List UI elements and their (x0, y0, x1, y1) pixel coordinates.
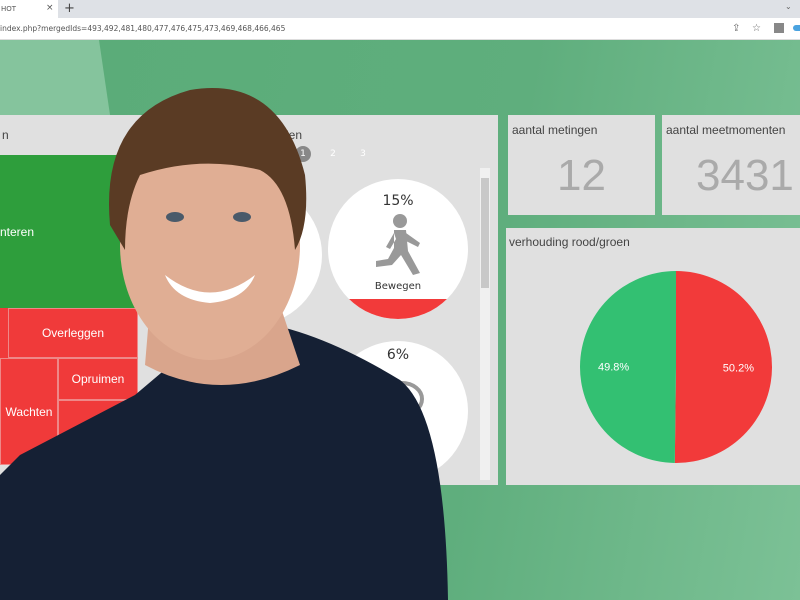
metingen-value: 12 (557, 151, 606, 200)
cloud-icon[interactable] (793, 25, 800, 31)
share-icon[interactable]: ⇪ (732, 23, 741, 34)
extension-icon[interactable] (774, 23, 784, 33)
browser-tab[interactable]: HOT (0, 0, 58, 18)
tab-title: HOT (1, 5, 17, 13)
activity-circle[interactable]: 15% Bewegen (328, 179, 468, 319)
scrollbar[interactable] (480, 168, 490, 480)
activity-percent: 15% (382, 193, 414, 209)
metingen-panel: aantal metingen 12 (508, 115, 655, 215)
panel-title: aantal meetmomenten (666, 123, 786, 137)
activity-label: Bewegen (374, 281, 422, 292)
meetmomenten-panel: aantal meetmomenten 3431 (662, 115, 800, 215)
pie-slice[interactable] (579, 271, 676, 463)
chevron-down-icon[interactable]: ⌄ (785, 2, 792, 11)
panel-title: n (2, 128, 9, 142)
treemap-cell[interactable]: Overleggen (8, 308, 138, 358)
scrollbar-thumb[interactable] (481, 178, 489, 288)
close-tab-icon[interactable]: × (46, 3, 54, 13)
treemap-cell[interactable]: Opruimen (58, 358, 138, 400)
person-photo (0, 88, 448, 600)
chart-title: verhouding rood/groen (509, 235, 630, 249)
cell-label: nteren (0, 224, 35, 239)
pie-panel: verhouding rood/groen 50.2% 49.8% (506, 228, 800, 485)
cell-label: Opruimen (71, 372, 125, 386)
star-icon[interactable]: ☆ (752, 23, 761, 34)
running-person-icon (376, 214, 420, 275)
pie-slice[interactable] (674, 271, 772, 463)
treemap-cell[interactable] (0, 308, 8, 358)
cell-label: Wachten (5, 404, 53, 419)
activity-percent: 6% (386, 347, 410, 363)
pie-chart: 50.2% 49.8% (579, 271, 772, 463)
pie-label: 50.2% (723, 362, 754, 374)
new-tab-button[interactable]: + (64, 1, 75, 16)
url-text[interactable]: index.php?mergedIds=493,492,481,480,477,… (0, 24, 286, 33)
meetmomenten-value: 3431 (696, 151, 794, 200)
activity-bar (328, 299, 468, 319)
address-bar[interactable]: index.php?mergedIds=493,492,481,480,477,… (0, 18, 800, 40)
pie-label: 49.8% (598, 362, 629, 374)
panel-title: aantal metingen (512, 123, 598, 137)
background-shape (0, 40, 110, 115)
page-2-button[interactable]: 2 (330, 149, 336, 159)
cell-label: Overleggen (41, 326, 105, 340)
page-3-button[interactable]: 3 (360, 149, 366, 159)
tab-bar (0, 0, 800, 18)
